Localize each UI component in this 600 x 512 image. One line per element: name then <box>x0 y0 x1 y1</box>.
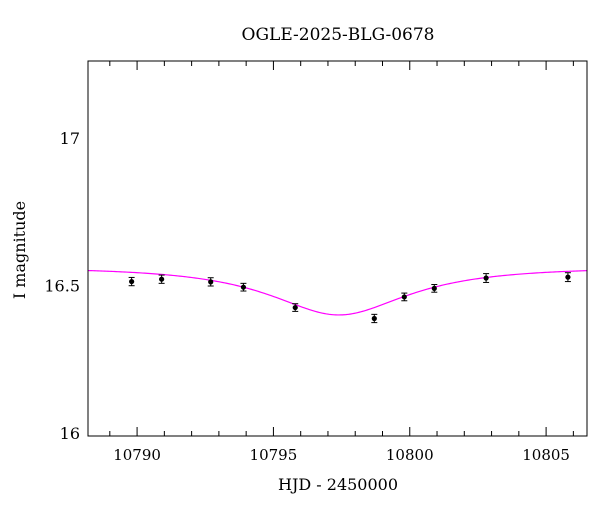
data-marker <box>565 274 571 280</box>
y-tick-label: 16.5 <box>44 276 80 295</box>
data-marker <box>208 279 214 285</box>
data-point <box>483 273 490 283</box>
y-tick-label: 17 <box>60 129 80 148</box>
data-point <box>128 276 135 287</box>
data-point <box>371 313 378 324</box>
data-marker <box>159 276 165 282</box>
data-point <box>401 292 408 302</box>
data-marker <box>129 278 135 285</box>
data-marker <box>431 285 437 291</box>
data-point <box>240 282 247 292</box>
data-point <box>158 274 165 284</box>
x-tick-label: 10795 <box>250 446 298 464</box>
chart-title: OGLE-2025-BLG-0678 <box>242 25 435 45</box>
data-marker <box>483 275 489 281</box>
data-marker <box>240 284 247 290</box>
model-curve <box>88 269 587 316</box>
y-tick-label: 16 <box>60 424 80 443</box>
data-point <box>207 277 214 287</box>
data-marker <box>401 294 407 300</box>
data-marker <box>292 304 298 311</box>
y-axis-label: I magnitude <box>10 201 29 299</box>
x-axis-label: HJD - 2450000 <box>278 475 398 494</box>
x-tick-label: 10790 <box>113 446 161 464</box>
x-tick-label: 10800 <box>386 446 434 464</box>
axes: 10790 10795 10800 10805 16 16.5 17 <box>44 60 588 464</box>
data-marker <box>371 315 377 322</box>
plot-frame <box>87 60 588 437</box>
data-point <box>431 284 438 293</box>
plot-area <box>88 269 587 324</box>
x-tick-label: 10805 <box>522 446 570 464</box>
data-point <box>564 272 571 283</box>
data-point <box>292 303 299 312</box>
